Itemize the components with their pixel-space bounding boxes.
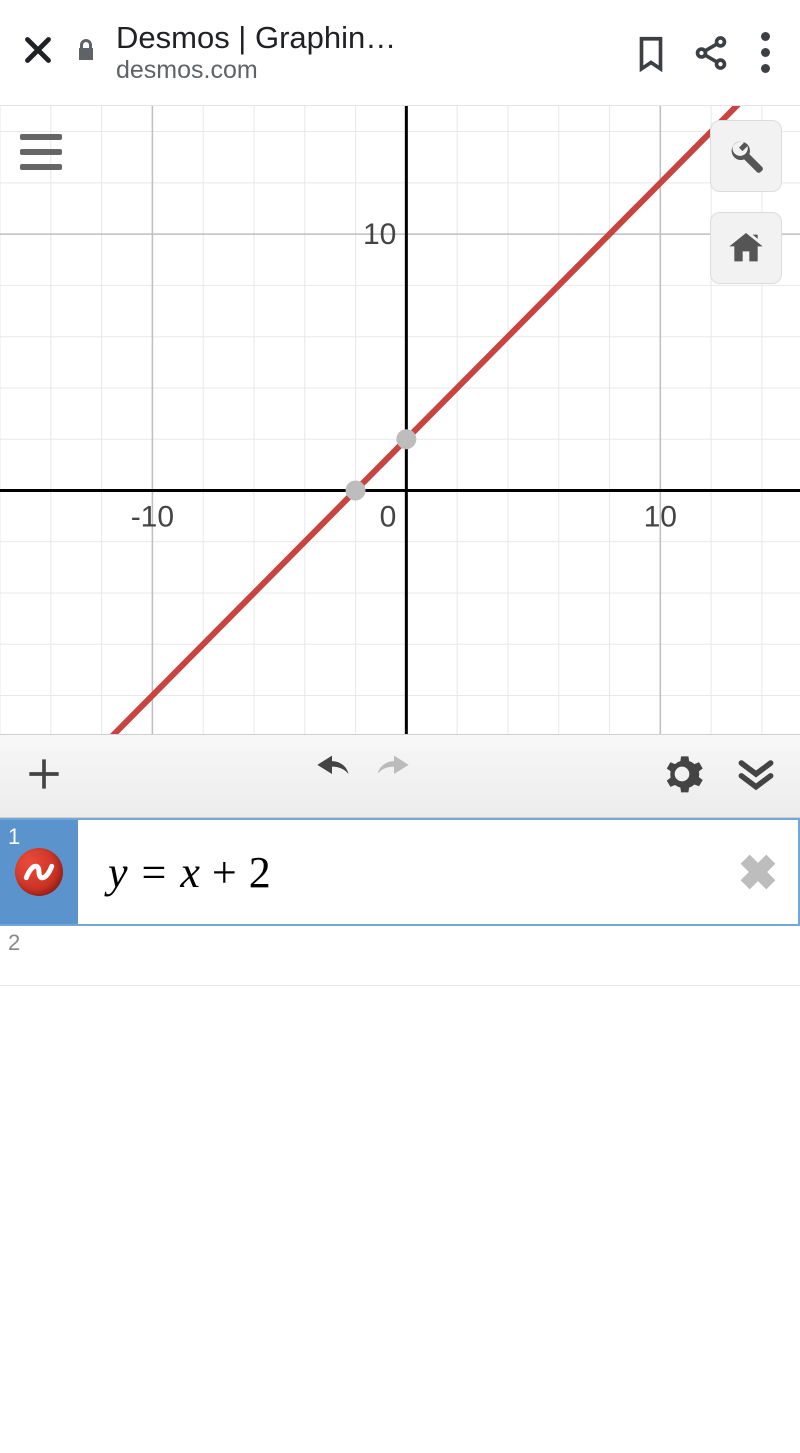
expression-row[interactable]: 1 y = x + 2 <box>0 818 800 926</box>
expression-input[interactable]: y = x + 2 <box>78 820 718 924</box>
svg-text:10: 10 <box>363 218 396 251</box>
page-title: Desmos | Graphin… <box>116 21 612 55</box>
graph-options-gear[interactable] <box>660 752 704 801</box>
graph-settings-button[interactable] <box>710 120 782 192</box>
collapse-panel-button[interactable] <box>734 752 778 801</box>
expression-index: 1 <box>8 824 20 850</box>
expression-index: 2 <box>8 930 20 956</box>
clear-expression-button[interactable] <box>718 820 798 924</box>
svg-text:10: 10 <box>644 500 677 533</box>
lock-icon <box>74 35 98 70</box>
close-tab-button[interactable] <box>20 32 56 73</box>
share-button[interactable] <box>690 34 732 72</box>
zoom-home-button[interactable] <box>710 212 782 284</box>
page-domain: desmos.com <box>116 57 612 85</box>
svg-text:0: 0 <box>380 500 397 533</box>
browser-menu-button[interactable] <box>750 32 780 73</box>
undo-button[interactable] <box>310 752 354 801</box>
svg-text:-10: -10 <box>131 500 174 533</box>
expression-color-toggle[interactable]: 1 <box>0 820 78 924</box>
graph-canvas[interactable]: -10 0 10 10 <box>0 106 800 734</box>
redo-button[interactable] <box>372 752 416 801</box>
expression-toolbar <box>0 734 800 818</box>
browser-chrome: Desmos | Graphin… desmos.com <box>0 0 800 106</box>
expression-color-toggle[interactable]: 2 <box>0 926 78 985</box>
graph-svg: -10 0 10 10 <box>0 106 800 734</box>
expression-row[interactable]: 2 <box>0 926 800 986</box>
bookmark-button[interactable] <box>630 34 672 72</box>
expression-list: 1 y = x + 2 2 <box>0 818 800 986</box>
expression-list-toggle[interactable] <box>20 134 62 170</box>
address-bar[interactable]: Desmos | Graphin… desmos.com <box>116 21 612 85</box>
add-expression-button[interactable] <box>22 752 66 801</box>
expression-input[interactable] <box>78 926 800 985</box>
line-style-icon <box>15 848 63 896</box>
